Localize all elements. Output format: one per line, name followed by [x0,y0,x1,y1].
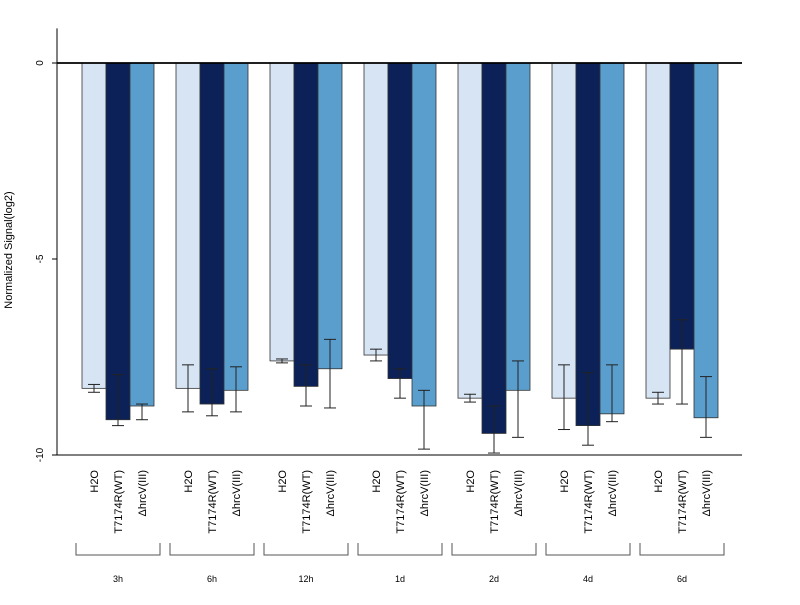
treatment-label: ΔhrcV(III) [701,470,713,516]
labels-layer: H2O T7174R(WT) ΔhrcV(III) 3h H2O T7174R(WT) Δh… [75,470,725,584]
treatment-label: ΔhrcV(III) [231,470,243,516]
axes-layer: 0 -5 -10 [35,28,742,462]
group-label: 6d [677,574,687,584]
group-label: 2d [489,574,499,584]
y-tick-label: 0 [35,60,46,66]
bars-layer [81,62,719,434]
bar [363,62,389,356]
bar [199,62,225,405]
group-label: 3h [113,574,123,584]
bar [317,62,343,370]
treatment-label: T7174R(WT) [207,470,219,534]
bar [223,62,249,391]
treatment-label: T7174R(WT) [677,470,689,534]
group-label: 12h [298,574,313,584]
bar [387,62,413,379]
treatment-label: H2O [183,470,195,493]
error-bars-layer [88,319,712,454]
group-bracket [357,543,443,556]
y-tick-label: -10 [35,447,46,462]
y-axis-label: Normalized Signal(log2) [3,191,15,308]
treatment-label: T7174R(WT) [301,470,313,534]
group-label: 4d [583,574,593,584]
group-bracket [639,543,725,556]
treatment-label: ΔhrcV(III) [607,470,619,516]
bar [575,62,601,427]
treatment-label: T7174R(WT) [583,470,595,534]
treatment-label: H2O [277,470,289,493]
group-bracket [451,543,537,556]
treatment-label: ΔhrcV(III) [419,470,431,516]
bar [599,62,625,415]
group-label: 6h [207,574,217,584]
bar [81,62,107,389]
bar [411,62,437,407]
group-bracket [545,543,631,556]
bar [645,62,671,399]
bar [693,62,719,419]
bar [269,62,295,362]
group-bracket [263,543,349,556]
bar [505,62,531,391]
bar [481,62,507,434]
y-tick-label: -5 [35,254,46,263]
treatment-label: T7174R(WT) [395,470,407,534]
treatment-label: H2O [465,470,477,493]
treatment-label: H2O [89,470,101,493]
group-label: 1d [395,574,405,584]
treatment-label: H2O [653,470,665,493]
treatment-label: ΔhrcV(III) [137,470,149,516]
treatment-label: H2O [559,470,571,493]
bar [129,62,155,407]
bar [551,62,577,399]
bar [457,62,483,399]
treatment-label: T7174R(WT) [489,470,501,534]
treatment-label: ΔhrcV(III) [513,470,525,516]
group-bracket [169,543,255,556]
group-bracket [75,543,161,556]
bar [105,62,131,421]
bar [175,62,201,389]
treatment-label: T7174R(WT) [113,470,125,534]
treatment-label: H2O [371,470,383,493]
bar [669,62,695,350]
treatment-label: ΔhrcV(III) [325,470,337,516]
bar [293,62,319,387]
